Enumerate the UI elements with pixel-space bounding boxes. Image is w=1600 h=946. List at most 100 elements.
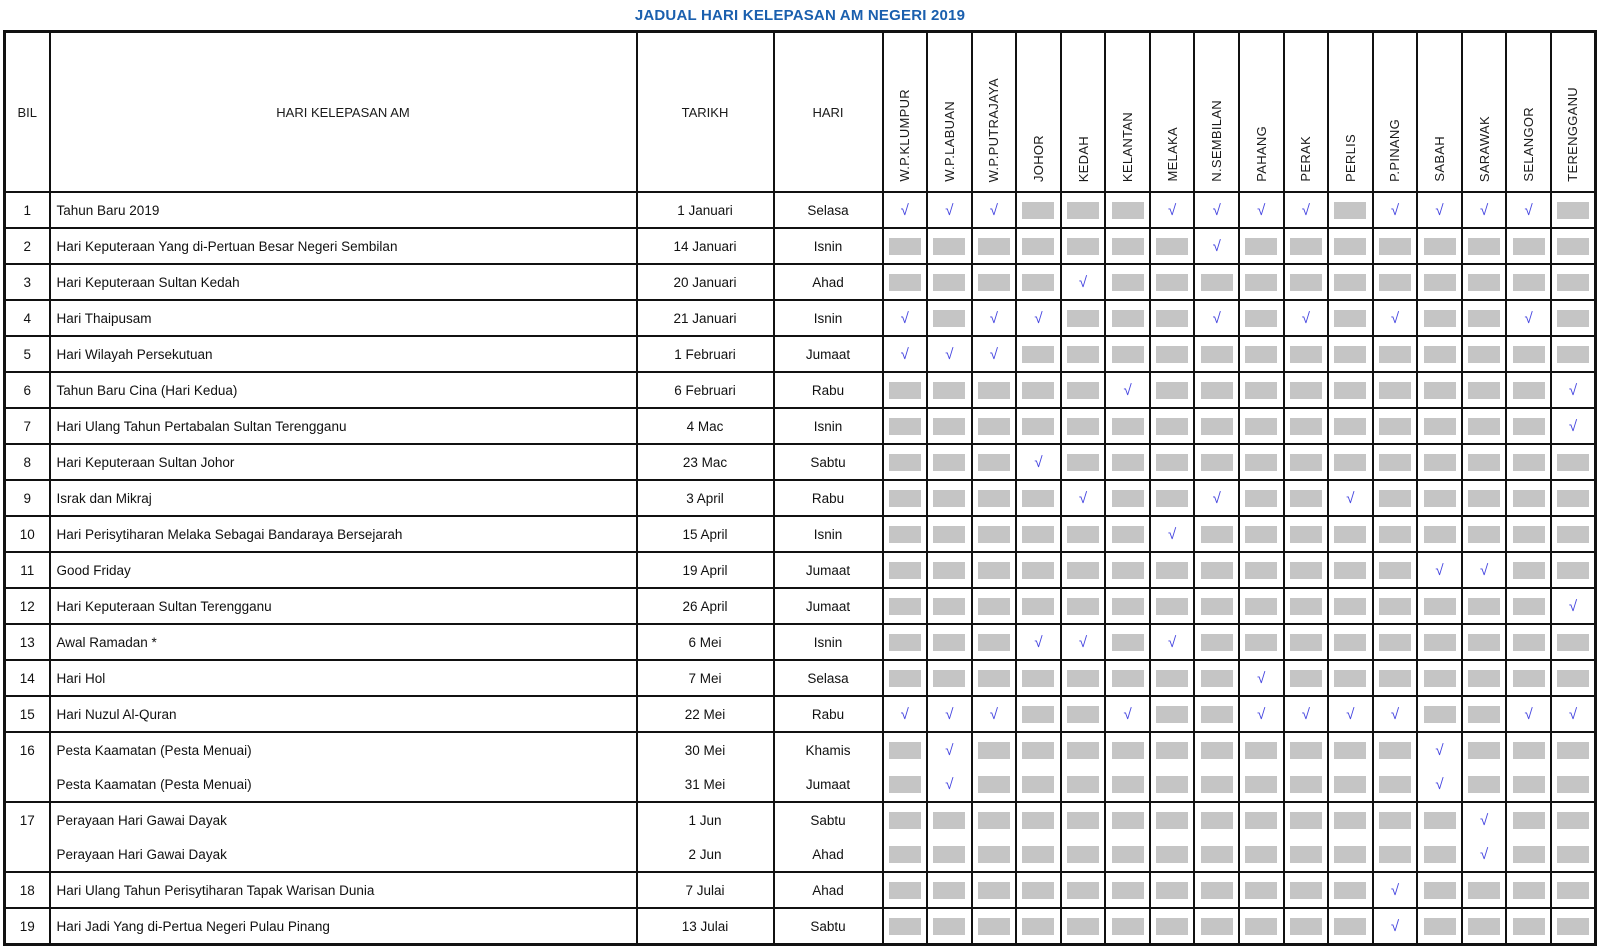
holiday-name: Perayaan Hari Gawai Dayak [56,812,227,828]
check-mark: √ [1123,381,1132,399]
na-box [1156,917,1189,935]
holiday-name: Hari Hol [56,670,106,686]
holiday-name-cell: Hari Keputeraan Sultan Terengganu [48,587,638,625]
holiday-name: Hari Ulang Tahun Pertabalan Sultan Teren… [56,418,347,434]
state-mark-cell [1505,551,1552,589]
state-mark-cell [1416,479,1463,517]
bil-cell: 8 [3,443,51,481]
na-box [1067,705,1100,723]
state-mark-cell [1059,551,1107,589]
state-mark-cell [1549,871,1597,909]
na-box [888,845,921,863]
table-row: 5 Hari Wilayah Persekutuan 1 Februari Jumaa… [3,335,1597,373]
date-cell: 6 Februari [635,371,775,409]
state-mark-cell [881,659,929,697]
na-box [1468,917,1501,935]
holiday-name: Hari Keputeraan Sultan Johor [56,454,235,470]
na-box [1111,453,1144,471]
state-mark-cell [1104,871,1151,909]
na-box [977,669,1010,687]
state-mark-cell [1282,587,1330,625]
state-mark-cell [1549,443,1597,481]
na-box [933,381,966,399]
state-mark-cell [1015,731,1062,803]
na-box [1378,597,1411,615]
na-box [1245,845,1278,863]
state-mark-cell [1460,731,1508,803]
na-box [1111,669,1144,687]
state-mark-cell [1505,227,1552,265]
state-mark-cell [1238,335,1285,373]
date-cell: 7 Mei [635,659,775,697]
state-header-label: W.P.LABUAN [941,101,957,182]
check-mark: √ [1346,705,1355,723]
check-mark: √ [900,201,909,219]
na-box [1200,881,1233,899]
bil-cell: 2 [3,227,51,265]
na-box [1556,453,1589,471]
na-box [1156,669,1189,687]
table-row: 10 Hari Perisytiharan Melaka Sebagai Band… [3,515,1597,553]
day-value: Sabtu [810,918,846,934]
state-header-label: SELANGOR [1521,107,1537,182]
na-box [888,811,921,829]
na-box [1378,633,1411,651]
state-mark-cell [1193,515,1240,553]
state-mark-cell: √ [1460,551,1508,589]
na-box [1156,705,1189,723]
state-mark-cell: √ [1505,299,1552,337]
na-box [1556,345,1589,363]
state-mark-cell: √ [1371,191,1419,229]
date-value: 23 Mac [682,454,728,470]
na-box [1423,237,1456,255]
na-box [1156,417,1189,435]
state-mark-cell [1460,263,1508,301]
day-value: Isnin [813,418,843,434]
day-value: Isnin [813,526,843,542]
day-value: Khamis [805,742,851,758]
na-box [1512,417,1545,435]
na-box [1245,881,1278,899]
check-mark: √ [1390,917,1400,935]
state-mark-cell [970,623,1018,661]
state-mark-cell [1104,587,1151,625]
state-mark-cell [1460,515,1508,553]
state-mark-cell [1327,551,1374,589]
state-header-label: SARAWAK [1476,115,1492,182]
na-box [977,811,1010,829]
state-mark-cell [1371,731,1419,803]
state-mark-cell [1193,801,1240,873]
check-mark: √ [1168,633,1177,651]
table-row: 9 Israk dan Mikraj 3 April Rabu √ √ √ [3,479,1597,517]
state-mark-cell [1505,731,1552,803]
check-mark: √ [1168,201,1177,219]
day-value: Selasa [807,670,849,686]
state-mark-cell [1238,479,1285,517]
na-box [888,453,921,471]
na-box [933,597,966,615]
na-box [1423,917,1456,935]
state-header-label: PERAK [1298,136,1314,182]
state-mark-cell [1327,587,1374,625]
state-mark-cell [1059,731,1107,803]
na-box [1334,633,1367,651]
na-box [1512,633,1545,651]
na-box [1111,201,1144,219]
state-mark-cell: √ [1193,227,1240,265]
na-box [1245,453,1278,471]
na-box [1556,489,1589,507]
state-mark-cell [1282,623,1330,661]
na-box [1245,489,1278,507]
na-box [1423,811,1456,829]
check-mark: √ [1568,705,1578,723]
na-box [1200,917,1233,935]
check-mark: √ [989,705,999,723]
bil-cell: 14 [3,659,51,697]
day-cell: Selasa [772,191,884,229]
state-mark-cell [1193,659,1240,697]
na-box [1423,597,1456,615]
na-box [1289,345,1322,363]
state-mark-cell: √ [1549,695,1597,733]
table-row: 18 Hari Ulang Tahun Perisytiharan Tapak W… [3,871,1597,909]
